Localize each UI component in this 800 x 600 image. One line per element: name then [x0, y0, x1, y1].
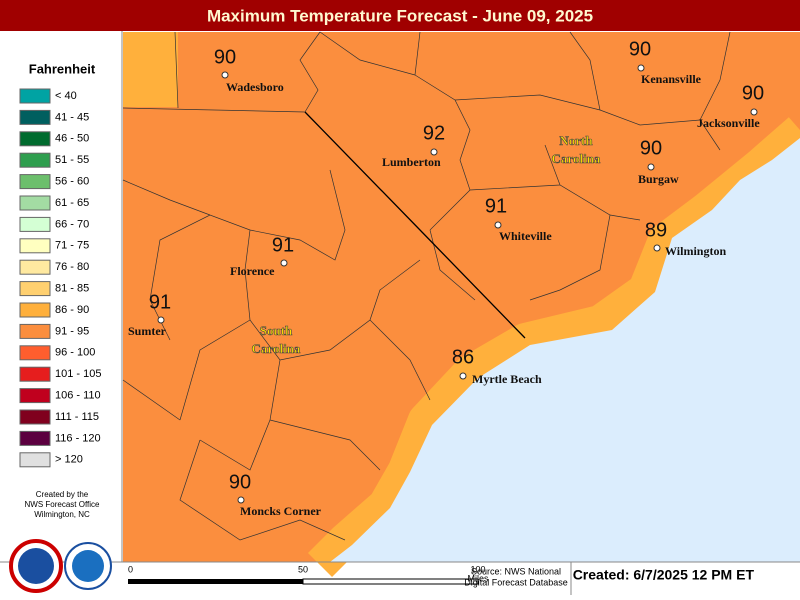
- city-dot: [459, 372, 467, 380]
- legend-swatch: [19, 452, 51, 468]
- state-label: Carolina: [552, 151, 601, 166]
- city-name: Burgaw: [638, 172, 679, 186]
- legend-swatch: [19, 259, 51, 275]
- scale-label: 50: [298, 564, 308, 574]
- scale-bar: [128, 579, 303, 584]
- created-stamp: Created: 6/7/2025 12 PM ET: [573, 567, 755, 583]
- city-name: Wilmington: [665, 244, 726, 258]
- credit: Wilmington, NC: [34, 510, 90, 519]
- legend-label: 66 - 70: [55, 218, 89, 230]
- city-temp: 91: [149, 291, 171, 313]
- legend-label: 91 - 95: [55, 325, 89, 337]
- city-dot: [280, 259, 288, 267]
- legend-label: 61 - 65: [55, 197, 89, 209]
- city-temp: 89: [645, 219, 667, 241]
- city-temp: 90: [629, 38, 651, 60]
- city-dot: [237, 496, 245, 504]
- legend-label: 76 - 80: [55, 261, 89, 273]
- legend-swatch: [19, 366, 51, 382]
- state-border: [304, 111, 526, 339]
- legend-swatch: [19, 216, 51, 232]
- state-label: South: [260, 323, 293, 338]
- legend-swatch: [19, 238, 51, 254]
- legend-label: 51 - 55: [55, 154, 89, 166]
- city-temp: 91: [272, 234, 294, 256]
- legend-swatch: [19, 281, 51, 297]
- city-name: Florence: [230, 264, 275, 278]
- legend-label: 101 - 105: [55, 368, 101, 380]
- city-name: Wadesboro: [226, 80, 284, 94]
- legend-label: 71 - 75: [55, 240, 89, 252]
- legend-label: > 120: [55, 454, 83, 466]
- legend-label: 46 - 50: [55, 133, 89, 145]
- scale-label: 0: [128, 564, 133, 574]
- city-dot: [430, 148, 438, 156]
- legend-label: 81 - 85: [55, 283, 89, 295]
- legend: Fahrenheit < 40 41 - 45 46 - 50 51 - 55 56 -…: [19, 31, 123, 562]
- title-bar: [0, 0, 800, 31]
- legend-swatch: [19, 174, 51, 190]
- legend-swatch: [19, 302, 51, 318]
- legend-label: 41 - 45: [55, 111, 89, 123]
- nws-logo: [9, 539, 112, 593]
- city-temp: 92: [423, 122, 445, 144]
- legend-label: 106 - 110: [55, 390, 101, 402]
- legend-label: 111 - 115: [55, 411, 99, 423]
- legend-swatch: [19, 323, 51, 339]
- legend-label: 86 - 90: [55, 304, 89, 316]
- title: Maximum Temperature Forecast - June 09, …: [207, 6, 593, 25]
- credit: Created by the: [36, 490, 89, 499]
- legend-swatch: [19, 409, 51, 425]
- city-dot: [750, 108, 758, 116]
- city-dot: [157, 316, 165, 324]
- credit: NWS Forecast Office: [25, 500, 101, 509]
- legend-swatch: [19, 195, 51, 211]
- city-name: Kenansville: [641, 72, 702, 86]
- legend-swatch: [19, 88, 51, 104]
- state-label: North: [559, 133, 593, 148]
- state-label: Carolina: [252, 341, 301, 356]
- city-dot: [494, 221, 502, 229]
- city-temp: 86: [452, 346, 474, 368]
- city-name: Lumberton: [382, 155, 441, 169]
- legend-swatch: [19, 345, 51, 361]
- legend-label: 96 - 100: [55, 347, 95, 359]
- legend-label: 116 - 120: [55, 432, 101, 444]
- city-temp: 90: [742, 82, 764, 104]
- city-name: Moncks Corner: [240, 504, 322, 518]
- source: Source: NWS National: [471, 566, 561, 576]
- legend-swatch: [19, 131, 51, 147]
- city-temp: 91: [485, 195, 507, 217]
- city-dot: [653, 244, 661, 252]
- legend-swatch: [19, 109, 51, 125]
- scale-bar: [302, 578, 479, 585]
- inland-band: [123, 32, 178, 107]
- legend-label: < 40: [55, 90, 77, 102]
- legend-title: Fahrenheit: [29, 61, 96, 76]
- city-name: Sumter: [128, 324, 167, 338]
- city-temp: 90: [214, 46, 236, 68]
- city-dot: [637, 64, 645, 72]
- city-dot: [647, 163, 655, 171]
- legend-swatch: [19, 388, 51, 404]
- scale-unit: Miles: [467, 573, 489, 583]
- ocean: [330, 138, 800, 562]
- legend-label: 56 - 60: [55, 176, 89, 188]
- city-name: Jacksonville: [697, 116, 760, 130]
- legend-swatch: [19, 152, 51, 168]
- city-name: Myrtle Beach: [472, 372, 542, 386]
- map: [122, 31, 800, 578]
- city-temp: 90: [229, 471, 251, 493]
- city-dot: [221, 71, 229, 79]
- scale-label: 100: [470, 564, 485, 574]
- coastal-band: [307, 117, 800, 578]
- source: Digital Forecast Database: [464, 577, 568, 587]
- city-temp: 90: [640, 137, 662, 159]
- city-name: Whiteville: [499, 229, 552, 243]
- legend-swatch: [19, 430, 51, 446]
